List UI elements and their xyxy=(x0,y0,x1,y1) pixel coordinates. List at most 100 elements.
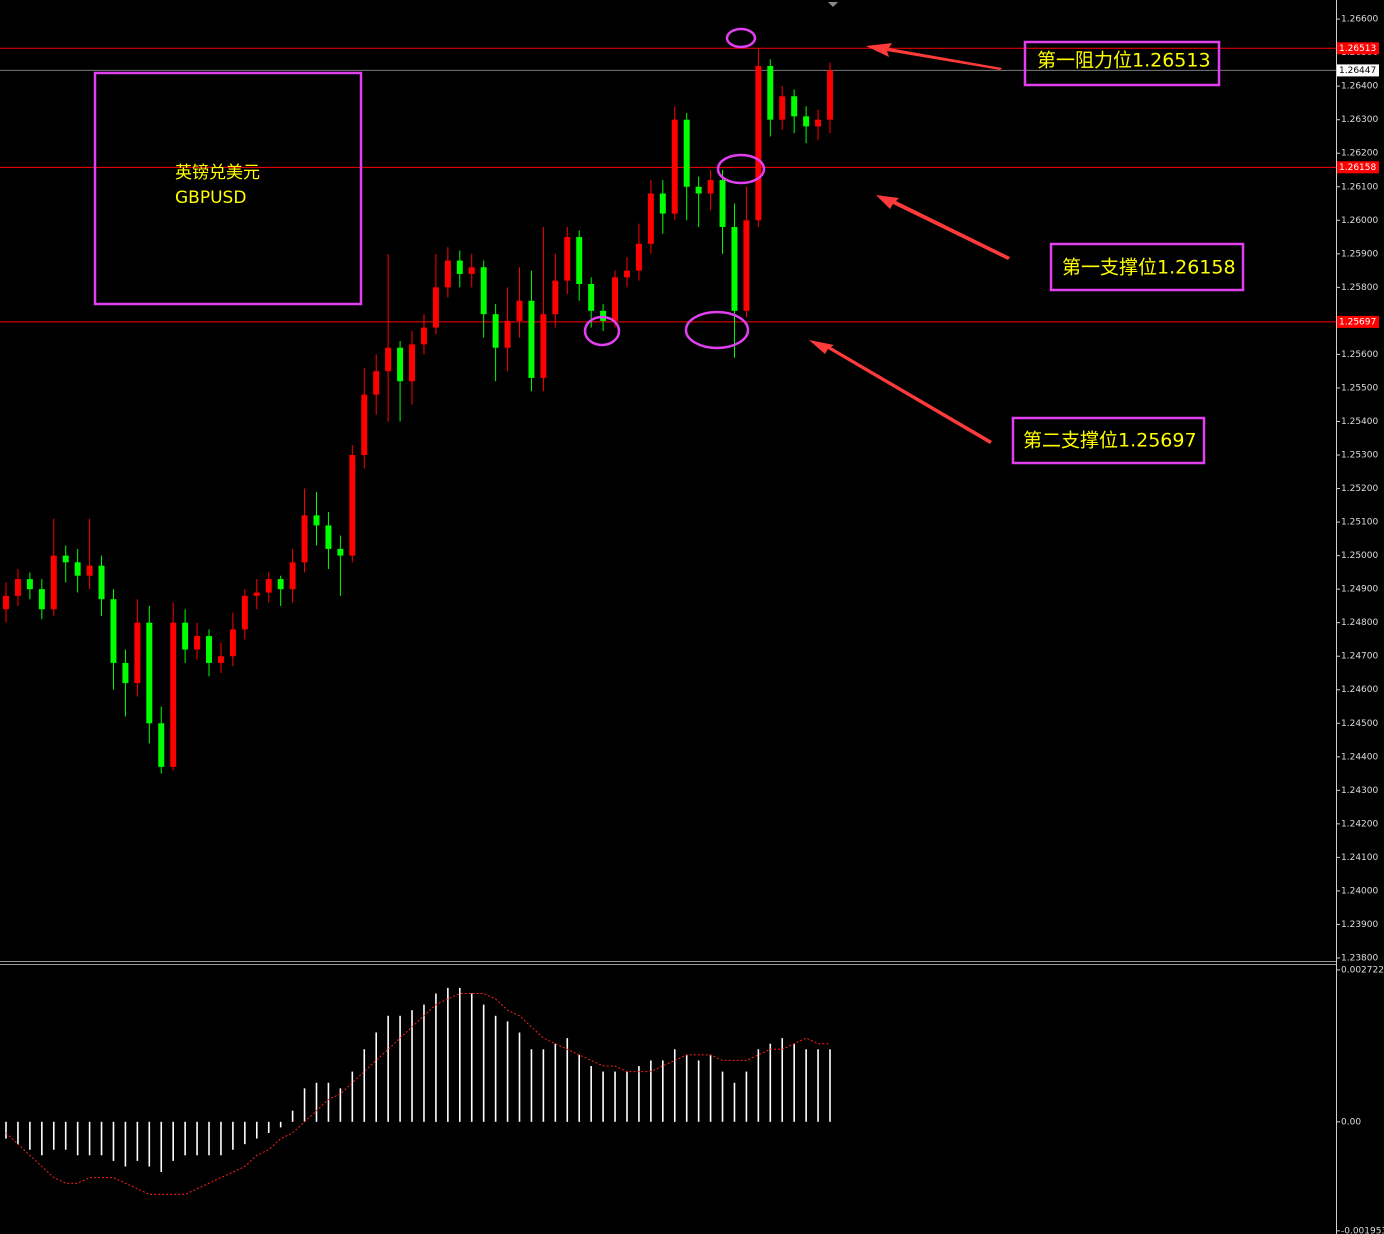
price-level-tag xyxy=(1337,64,1379,77)
candle-body xyxy=(158,723,165,767)
candle-body xyxy=(540,314,547,378)
candle-body xyxy=(647,193,654,244)
candle-body xyxy=(265,579,272,593)
candle-body xyxy=(420,327,427,345)
annotation: GBPUSD xyxy=(175,188,246,208)
y-tick-label: 1.24700 xyxy=(1341,652,1378,662)
label-box xyxy=(1023,40,1221,87)
arrow xyxy=(866,43,1002,70)
signal-line xyxy=(5,993,830,1195)
y-tick-label: 1.25100 xyxy=(1341,518,1378,528)
candle-body xyxy=(432,287,439,328)
y-tick-label: 1.25200 xyxy=(1341,484,1378,494)
candle-body xyxy=(3,595,9,610)
candle-body xyxy=(719,180,726,228)
candle-body xyxy=(14,579,21,596)
y-tick-label: 1.26100 xyxy=(1341,182,1378,192)
candle-body xyxy=(277,579,284,590)
candle-body xyxy=(492,314,499,348)
candle-body xyxy=(373,371,380,395)
candle-body xyxy=(194,636,201,650)
label-box xyxy=(93,71,363,306)
marks: 1.266001.265001.264001.263001.262001.261… xyxy=(0,15,1384,1234)
candle-body xyxy=(217,656,224,663)
candle-body xyxy=(385,347,392,372)
candle-body xyxy=(731,227,738,311)
y-tick-label: 1.24500 xyxy=(1341,719,1378,729)
candle-body xyxy=(182,622,189,650)
candle-body xyxy=(146,622,153,724)
price-level-label: 1.26158 xyxy=(1339,163,1376,173)
highlight-ellipse xyxy=(716,153,766,185)
highlight-ellipse xyxy=(725,27,757,49)
candle-body xyxy=(289,562,296,590)
label-box xyxy=(1011,416,1206,465)
price-level-label: 1.26513 xyxy=(1339,44,1376,54)
y-tick-label: 1.26000 xyxy=(1341,216,1378,226)
candle-body xyxy=(695,186,702,194)
y-tick-label: 1.25900 xyxy=(1341,249,1378,259)
y-tick-label: 1.26200 xyxy=(1341,149,1378,159)
y-tick-label: 1.24100 xyxy=(1341,853,1378,863)
annotation: 英镑兑美元 xyxy=(175,163,260,183)
candle-body xyxy=(671,119,678,214)
candle-body xyxy=(755,66,762,221)
y-tick-label: 1.25400 xyxy=(1341,417,1378,427)
candle-body xyxy=(815,119,822,127)
candle-body xyxy=(504,320,511,348)
candle-body xyxy=(827,70,833,120)
candle-body xyxy=(612,277,619,321)
candle-body xyxy=(301,515,308,563)
candle-body xyxy=(552,280,559,315)
annotation: 第一阻力位1.26513 xyxy=(1037,50,1211,72)
candle-body xyxy=(791,96,798,117)
highlight-ellipse xyxy=(684,310,750,350)
y-tick-label: -0.001953 xyxy=(1341,1226,1384,1234)
candle-body xyxy=(229,629,236,657)
candle-body xyxy=(409,344,416,382)
candle-body xyxy=(468,267,475,274)
candle-body xyxy=(38,589,45,610)
candle-body xyxy=(122,662,129,684)
candle-body xyxy=(337,548,344,556)
candle-body xyxy=(707,180,714,194)
candle-body xyxy=(349,455,356,556)
shift-marker xyxy=(828,2,838,7)
highlight-ellipse xyxy=(583,315,621,347)
candle-body xyxy=(241,595,248,630)
price-level-label: 1.26447 xyxy=(1339,66,1376,76)
candle-body xyxy=(361,394,368,456)
arrow xyxy=(876,195,1010,260)
candle-body xyxy=(480,267,487,315)
y-tick-label: 1.24900 xyxy=(1341,585,1378,595)
candle-body xyxy=(397,347,404,382)
y-tick-label: 1.23900 xyxy=(1341,920,1378,930)
y-tick-label: 1.25600 xyxy=(1341,350,1378,360)
candle-body xyxy=(779,96,786,120)
y-tick-label: 0.002722 xyxy=(1341,965,1384,975)
label-box xyxy=(1049,242,1245,292)
y-tick-label: 1.26300 xyxy=(1341,115,1378,125)
candle-body xyxy=(803,116,810,127)
candle-body xyxy=(528,300,535,378)
candle-body xyxy=(325,525,332,549)
candle-body xyxy=(576,237,583,285)
price-level-tag xyxy=(1337,161,1379,174)
candle-body xyxy=(743,220,750,311)
y-tick-label: 1.24400 xyxy=(1341,752,1378,762)
y-tick-label: 1.25500 xyxy=(1341,383,1378,393)
y-tick-label: 1.26600 xyxy=(1341,15,1378,25)
candle-body xyxy=(444,260,451,288)
candle-body xyxy=(110,599,117,663)
annotation: 第二支撑位1.25697 xyxy=(1023,430,1197,452)
candle-body xyxy=(74,562,81,576)
candle-body xyxy=(456,260,463,274)
candle-body xyxy=(635,243,642,271)
candle-body xyxy=(206,636,212,663)
candle-body xyxy=(50,555,57,610)
candle-body xyxy=(253,592,260,596)
candle-body xyxy=(767,66,774,120)
